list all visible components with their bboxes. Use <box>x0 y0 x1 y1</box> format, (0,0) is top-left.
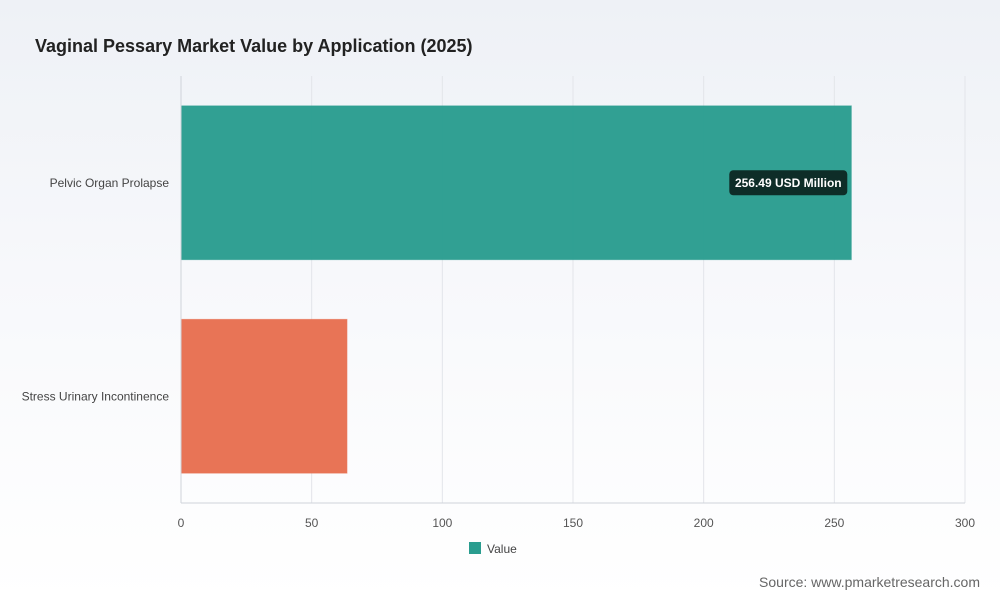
legend-swatch <box>469 542 481 554</box>
data-label-box <box>729 170 848 196</box>
bars <box>180 105 852 474</box>
x-tick-label: 250 <box>824 516 844 530</box>
legend[interactable]: Value <box>469 542 517 556</box>
x-tick-label: 100 <box>432 516 452 530</box>
axes: 0 50 100 150 200 250 300 Pelvic Organ Prolapse S… <box>22 76 975 530</box>
x-tick-label: 0 <box>178 516 185 530</box>
source-note: Source: www.pmarketresearch.com <box>759 574 980 590</box>
legend-label[interactable]: Value <box>487 542 517 556</box>
data-label: 256.49 USD Million <box>735 176 842 190</box>
category-label: Stress Urinary Incontinence <box>22 389 170 403</box>
x-tick-label: 200 <box>694 516 714 530</box>
bar[interactable] <box>180 318 348 474</box>
x-tick-label: 150 <box>563 516 583 530</box>
chart-title: Vaginal Pessary Market Value by Applicat… <box>35 36 473 56</box>
x-tick-label: 300 <box>955 516 975 530</box>
category-label: Pelvic Organ Prolapse <box>50 176 170 190</box>
data-labels: 256.49 USD Million <box>729 170 848 196</box>
x-tick-label: 50 <box>305 516 319 530</box>
